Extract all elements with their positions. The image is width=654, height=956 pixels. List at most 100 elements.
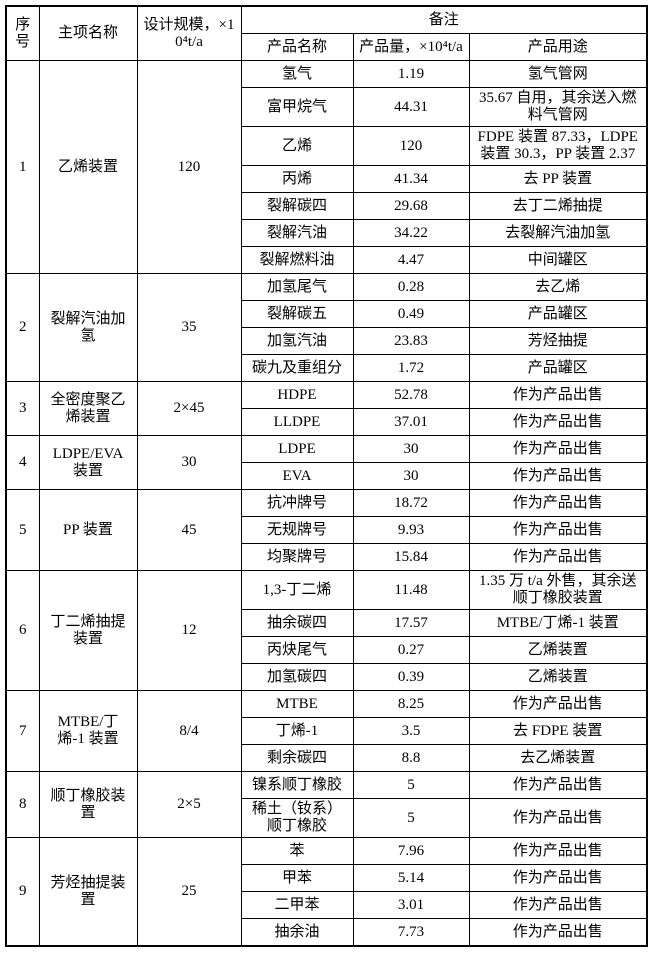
table-row: 碳九及重组分 1.72 产品罐区 — [6, 354, 648, 382]
table-body: 1 乙烯装置 120 氢气 1.19 氢气管网 富甲烷气 44.31 35.67 自用，其余送入… — [5, 60, 648, 947]
product-name: 加氢汽油 — [240, 327, 354, 355]
design-scale: 25 — [136, 837, 242, 947]
table-row: 4 LDPE/EVA 装置 30 LDPE 30 作为产品出售 — [5, 435, 648, 490]
table-row: 裂解燃料油 4.47 中间罐区 — [6, 246, 648, 274]
product-amount: 8.25 — [352, 690, 470, 718]
table-row: 2 裂解汽油加氢 35 加氢尾气 0.28 去乙烯 — [5, 273, 648, 382]
table-header: 序号 主项名称 设计规模，×10⁴t/a 备注 产品名称 产品量，×10⁴t/a… — [5, 5, 648, 61]
product-amount: 5 — [352, 771, 470, 799]
table-row: 裂解碳五 0.49 产品罐区 — [6, 300, 648, 328]
product-name: 甲苯 — [240, 864, 354, 892]
product-use: 作为产品出售 — [468, 435, 648, 463]
design-scale: 2×5 — [136, 771, 242, 838]
product-use: 作为产品出售 — [468, 489, 648, 517]
design-scale: 8/4 — [136, 690, 242, 772]
product-amount: 8.8 — [352, 744, 470, 772]
product-use: 作为产品出售 — [468, 798, 648, 838]
product-use: FDPE 装置 87.33，LDPE 装置 30.3，PP 装置 2.37 — [468, 126, 648, 166]
item-number: 3 — [5, 381, 40, 436]
product-use: 去 PP 装置 — [468, 165, 648, 193]
unit-name: LDPE/EVA 装置 — [38, 435, 138, 490]
table-row: 7 MTBE/丁烯-1 装置 8/4 MTBE 8.25 作为产品出售 — [5, 690, 648, 772]
product-use: 去 FDPE 装置 — [468, 717, 648, 745]
header-cell: 产品名称 — [240, 33, 354, 61]
product-amount: 0.39 — [352, 663, 470, 691]
table-row: 富甲烷气 44.31 35.67 自用，其余送入燃料气管网 — [6, 87, 648, 127]
design-scale: 2×45 — [136, 381, 242, 436]
item-number: 9 — [5, 837, 40, 947]
header-cell: 主项名称 — [38, 5, 138, 61]
item-number: 2 — [5, 273, 40, 382]
product-amount: 3.01 — [352, 891, 470, 919]
product-amount: 0.28 — [352, 273, 470, 301]
table-row: 稀土（钕系）顺丁橡胶 5 作为产品出售 — [6, 798, 648, 838]
product-use: 产品罐区 — [468, 300, 648, 328]
item-number: 8 — [5, 771, 40, 838]
unit-name: 芳烃抽提装置 — [38, 837, 138, 947]
product-name: 二甲苯 — [240, 891, 354, 919]
item-number: 4 — [5, 435, 40, 490]
product-name: 乙烯 — [240, 126, 354, 166]
table-row: 抽余碳四 17.57 MTBE/丁烯-1 装置 — [6, 609, 648, 637]
product-amount: 5 — [352, 798, 470, 838]
item-number: 1 — [5, 60, 40, 274]
product-name: 苯 — [240, 837, 354, 865]
design-scale: 120 — [136, 60, 242, 274]
product-name: 均聚牌号 — [240, 543, 354, 571]
table-row: 5 PP 装置 45 抗冲牌号 18.72 作为产品出售 — [5, 489, 648, 571]
product-use: 去乙烯 — [468, 273, 648, 301]
table-row: 1 乙烯装置 120 氢气 1.19 氢气管网 — [5, 60, 648, 274]
product-name: 碳九及重组分 — [240, 354, 354, 382]
product-amount: 7.73 — [352, 918, 470, 947]
unit-name: MTBE/丁烯-1 装置 — [38, 690, 138, 772]
table-row: 6 丁二烯抽提装置 12 1,3-丁二烯 11.48 1.35 万 t/a 外售，其余送顺… — [5, 570, 648, 691]
product-use: 去丁二烯抽提 — [468, 192, 648, 220]
item-number: 6 — [5, 570, 40, 691]
product-use: 氢气管网 — [468, 60, 648, 88]
product-use: 乙烯装置 — [468, 663, 648, 691]
product-name: 抽余碳四 — [240, 609, 354, 637]
product-name: 丙烯 — [240, 165, 354, 193]
product-use: 产品罐区 — [468, 354, 648, 382]
product-amount: 23.83 — [352, 327, 470, 355]
table-row: 加氢碳四 0.39 乙烯装置 — [6, 663, 648, 691]
product-amount: 0.27 — [352, 636, 470, 664]
product-name: EVA — [240, 462, 354, 490]
product-amount: 4.47 — [352, 246, 470, 274]
unit-name: PP 装置 — [38, 489, 138, 571]
table-row: 丙烯 41.34 去 PP 装置 — [6, 165, 648, 193]
product-name: MTBE — [240, 690, 354, 718]
product-name: 无规牌号 — [240, 516, 354, 544]
product-name: 裂解碳五 — [240, 300, 354, 328]
product-use: 作为产品出售 — [468, 891, 648, 919]
table-row: 裂解汽油 34.22 去裂解汽油加氢 — [6, 219, 648, 247]
table-row: 9 芳烃抽提装置 25 苯 7.96 作为产品出售 — [5, 837, 648, 947]
table-row: EVA 30 作为产品出售 — [6, 462, 648, 490]
product-name: LLDPE — [240, 408, 354, 436]
product-name: 抽余油 — [240, 918, 354, 947]
product-use: 作为产品出售 — [468, 771, 648, 799]
product-use: 35.67 自用，其余送入燃料气管网 — [468, 87, 648, 127]
unit-name: 顺丁橡胶装置 — [38, 771, 138, 838]
table-row: 8 顺丁橡胶装置 2×5 镍系顺丁橡胶 5 作为产品出售 — [5, 771, 648, 838]
product-name: 剩余碳四 — [240, 744, 354, 772]
table-row: 3 全密度聚乙烯装置 2×45 HDPE 52.78 作为产品出售 — [5, 381, 648, 436]
unit-name: 乙烯装置 — [38, 60, 138, 274]
product-name: 氢气 — [240, 60, 354, 88]
product-amount: 15.84 — [352, 543, 470, 571]
product-use: 作为产品出售 — [468, 381, 648, 409]
header-cell: 产品量，×10⁴t/a — [352, 33, 470, 61]
header-cell: 序号 — [5, 5, 40, 61]
unit-name: 丁二烯抽提装置 — [38, 570, 138, 691]
product-use: 芳烃抽提 — [468, 327, 648, 355]
product-use: 作为产品出售 — [468, 690, 648, 718]
product-name: 裂解碳四 — [240, 192, 354, 220]
product-name: 1,3-丁二烯 — [240, 570, 354, 610]
product-name: 镍系顺丁橡胶 — [240, 771, 354, 799]
product-amount: 7.96 — [352, 837, 470, 865]
product-use: MTBE/丁烯-1 装置 — [468, 609, 648, 637]
product-name: 加氢碳四 — [240, 663, 354, 691]
product-name: HDPE — [240, 381, 354, 409]
product-use: 作为产品出售 — [468, 408, 648, 436]
product-use: 作为产品出售 — [468, 837, 648, 865]
